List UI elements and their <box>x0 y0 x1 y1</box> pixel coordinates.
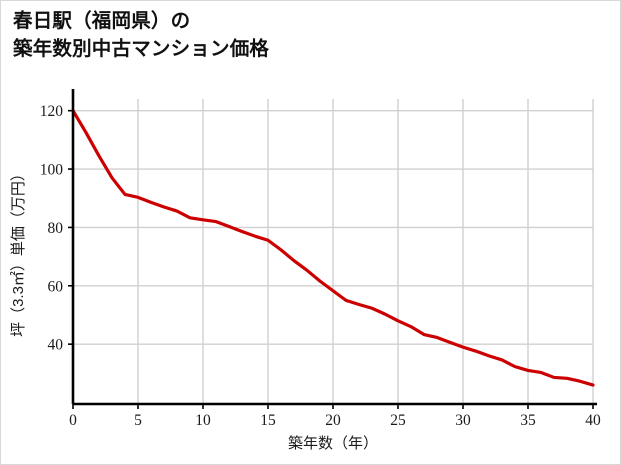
y-axis-title: 坪（3.3㎡）単価（万円） <box>10 166 27 337</box>
page-title: 春日駅（福岡県）の 築年数別中古マンション価格 <box>13 10 270 61</box>
y-tick-label: 40 <box>48 337 64 354</box>
x-tick-label: 25 <box>390 412 406 429</box>
x-tick-label: 0 <box>69 412 77 429</box>
y-tick-label: 80 <box>48 220 64 237</box>
y-tick-label: 120 <box>40 103 64 120</box>
x-tick-label: 10 <box>195 412 211 429</box>
y-axis-ticks: 40 60 80 100 120 <box>40 103 73 354</box>
x-tick-label: 15 <box>260 412 276 429</box>
x-axis-title: 築年数（年） <box>288 434 378 452</box>
x-tick-label: 40 <box>585 412 601 429</box>
x-tick-label: 35 <box>520 412 536 429</box>
gridlines <box>73 99 594 404</box>
data-series-line <box>71 109 595 387</box>
x-tick-label: 30 <box>455 412 471 429</box>
y-tick-label: 60 <box>48 278 64 295</box>
x-axis-ticks: 0 5 10 15 20 25 30 35 40 <box>69 404 601 429</box>
x-tick-label: 5 <box>134 412 142 429</box>
x-tick-label: 20 <box>325 412 341 429</box>
y-tick-label: 100 <box>40 162 64 179</box>
